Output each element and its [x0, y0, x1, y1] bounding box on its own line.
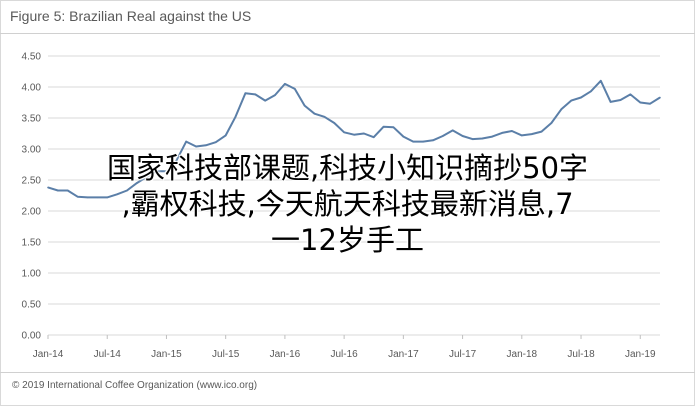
chart-series — [47, 79, 661, 199]
data-point — [659, 96, 661, 99]
y-axis-ticks: 0.00 0.50 1.00 1.50 2.00 2.50 3.00 3.50 4.00 4.50 — [22, 52, 42, 342]
data-point — [86, 196, 89, 199]
data-point — [353, 133, 355, 136]
data-point — [254, 93, 257, 96]
data-point — [550, 122, 553, 124]
y-tick-label: 3.00 — [22, 145, 42, 156]
y-tick-label: 4.50 — [22, 52, 42, 63]
data-point — [303, 104, 306, 107]
data-point — [363, 132, 365, 135]
data-point — [323, 115, 326, 118]
data-point — [195, 145, 197, 148]
data-point — [47, 186, 49, 189]
data-point — [106, 196, 109, 199]
data-point — [76, 195, 79, 198]
data-point — [540, 130, 543, 133]
data-point — [432, 139, 434, 142]
data-point — [126, 189, 128, 192]
y-tick-label: 0.50 — [22, 300, 42, 311]
data-point — [530, 133, 533, 135]
data-point — [274, 94, 276, 96]
data-point — [244, 92, 247, 94]
data-point — [205, 144, 207, 147]
data-point — [116, 193, 118, 196]
data-point — [372, 136, 375, 139]
data-point — [629, 93, 632, 96]
copyright-footer: © 2019 International Coffee Organization… — [12, 380, 258, 391]
data-point — [511, 130, 513, 132]
y-tick-label: 3.50 — [22, 114, 42, 125]
data-point — [313, 112, 316, 115]
data-point — [293, 88, 296, 90]
data-point — [481, 137, 484, 140]
y-tick-label: 0.00 — [22, 331, 42, 342]
data-point — [599, 80, 602, 82]
y-tick-label: 1.00 — [22, 269, 42, 280]
data-point — [382, 125, 385, 128]
data-point — [560, 108, 563, 111]
x-tick-label: Jan-18 — [507, 349, 538, 360]
data-point — [175, 159, 178, 162]
x-tick-label: Jul-18 — [567, 349, 595, 360]
data-point — [264, 99, 266, 102]
data-point — [580, 96, 582, 99]
x-tick-label: Jul-14 — [94, 349, 122, 360]
data-point — [521, 134, 523, 137]
overlay-line-1: 国家科技部课题,科技小知识摘抄50字 — [106, 151, 589, 185]
data-point — [333, 122, 336, 124]
data-point — [165, 170, 168, 173]
x-tick-label: Jul-16 — [331, 349, 359, 360]
title-divider — [0, 33, 695, 34]
x-tick-label: Jul-17 — [449, 349, 477, 360]
data-point — [442, 135, 444, 137]
footer-divider — [0, 372, 695, 373]
data-point — [590, 90, 592, 93]
x-tick-label: Jul-15 — [212, 349, 240, 360]
y-tick-label: 4.00 — [22, 83, 42, 94]
x-axis-ticks: Jan-14 Jul-14 Jan-15 Jul-15 Jan-16 Jul-16 Jan-… — [33, 335, 656, 360]
data-point — [96, 196, 99, 199]
x-tick-label: Jan-15 — [151, 349, 182, 360]
y-tick-label: 2.50 — [22, 176, 42, 187]
data-point — [57, 189, 59, 192]
data-point — [422, 140, 424, 143]
data-point — [185, 140, 187, 143]
data-point — [145, 176, 148, 178]
chart-title: Figure 5: Brazilian Real against the US — [10, 8, 252, 24]
overlay-line-2: ,霸权科技,今天航天科技最新消息,7 — [121, 187, 574, 221]
chart-grid — [48, 55, 660, 336]
x-tick-label: Jan-14 — [33, 349, 64, 360]
data-point — [402, 135, 405, 138]
y-tick-label: 1.50 — [22, 238, 42, 249]
data-point — [224, 134, 227, 137]
data-point — [136, 182, 138, 184]
data-point — [619, 99, 622, 101]
y-tick-label: 2.00 — [22, 207, 42, 218]
data-point — [609, 101, 612, 103]
x-tick-label: Jan-16 — [270, 349, 301, 360]
data-point — [343, 131, 345, 134]
data-point — [649, 102, 651, 105]
data-point — [412, 140, 415, 143]
data-point — [66, 189, 69, 192]
line-chart: 0.00 0.50 1.00 1.50 2.00 2.50 3.00 3.50 4.00 4.50… — [22, 52, 661, 360]
overlay-line-3: 一12岁手工 — [271, 223, 424, 257]
data-point — [284, 83, 286, 85]
data-point — [392, 126, 395, 129]
data-point — [471, 138, 474, 140]
data-point — [234, 115, 237, 118]
x-tick-label: Jan-17 — [388, 349, 419, 360]
data-point — [451, 129, 454, 132]
data-point — [461, 135, 464, 137]
data-point — [155, 170, 158, 173]
data-point — [570, 99, 572, 102]
x-tick-label: Jan-19 — [625, 349, 656, 360]
data-point — [215, 141, 217, 143]
overlay-text: 国家科技部课题,科技小知识摘抄50字 ,霸权科技,今天航天科技最新消息,7 一1… — [0, 150, 695, 258]
data-point — [491, 135, 493, 138]
data-point — [639, 101, 642, 104]
data-point — [501, 132, 503, 134]
